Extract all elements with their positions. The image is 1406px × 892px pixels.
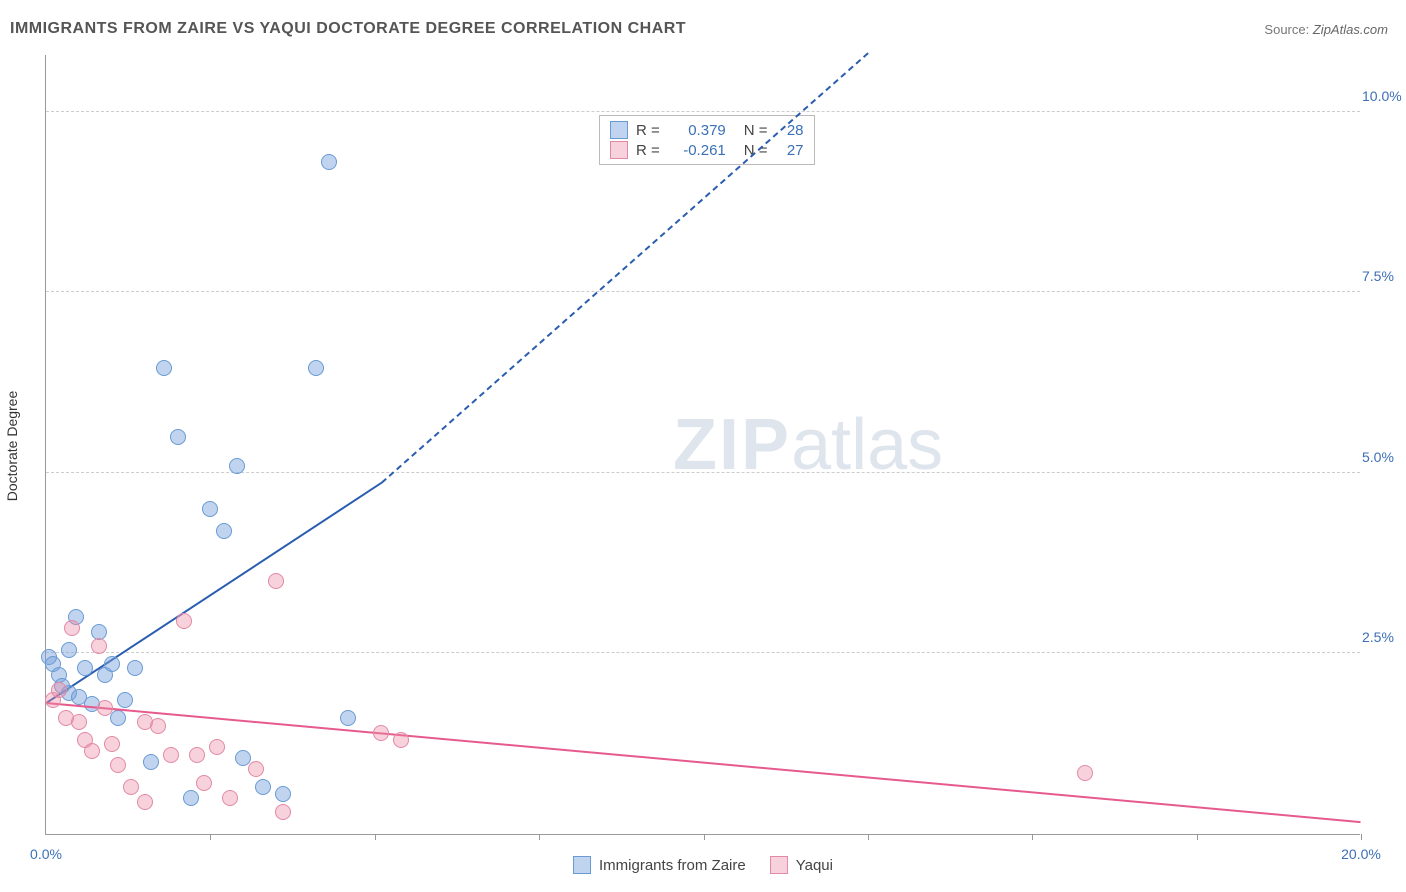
- data-point: [229, 458, 245, 474]
- data-point: [104, 656, 120, 672]
- data-point: [248, 761, 264, 777]
- chart-container: IMMIGRANTS FROM ZAIRE VS YAQUI DOCTORATE…: [0, 0, 1406, 892]
- x-tick: [375, 834, 376, 840]
- x-tick-minor: [868, 834, 869, 840]
- stat-n-label: N =: [744, 122, 768, 139]
- data-point: [275, 804, 291, 820]
- data-point: [150, 718, 166, 734]
- x-tick-label: 0.0%: [30, 846, 62, 862]
- data-point: [137, 794, 153, 810]
- data-point: [77, 660, 93, 676]
- legend-item: Immigrants from Zaire: [573, 856, 746, 874]
- x-tick-label: 20.0%: [1341, 846, 1381, 862]
- data-point: [216, 523, 232, 539]
- chart-title: IMMIGRANTS FROM ZAIRE VS YAQUI DOCTORATE…: [10, 20, 686, 38]
- data-point: [222, 790, 238, 806]
- data-point: [110, 757, 126, 773]
- data-point: [84, 743, 100, 759]
- y-tick-label: 7.5%: [1362, 268, 1406, 284]
- data-point: [97, 700, 113, 716]
- y-axis-label: Doctorate Degree: [4, 391, 20, 502]
- data-point: [1077, 765, 1093, 781]
- data-point: [308, 360, 324, 376]
- y-tick-label: 2.5%: [1362, 629, 1406, 645]
- x-tick-minor: [210, 834, 211, 840]
- data-point: [91, 638, 107, 654]
- data-point: [127, 660, 143, 676]
- legend-swatch: [610, 121, 628, 139]
- legend-label: Yaqui: [796, 857, 833, 874]
- y-tick-label: 5.0%: [1362, 449, 1406, 465]
- gridline: [46, 291, 1360, 292]
- stat-r-value: 0.379: [668, 122, 726, 139]
- data-point: [176, 613, 192, 629]
- data-point: [156, 360, 172, 376]
- data-point: [275, 786, 291, 802]
- legend-label: Immigrants from Zaire: [599, 857, 746, 874]
- x-tick: [1032, 834, 1033, 840]
- data-point: [183, 790, 199, 806]
- data-point: [61, 642, 77, 658]
- y-tick-label: 10.0%: [1362, 88, 1406, 104]
- data-point: [196, 775, 212, 791]
- stat-n-value: 27: [776, 142, 804, 159]
- data-point: [170, 429, 186, 445]
- data-point: [189, 747, 205, 763]
- stats-legend-row: R =-0.261N =27: [610, 140, 804, 160]
- legend-swatch: [770, 856, 788, 874]
- stat-r-label: R =: [636, 142, 660, 159]
- source-attribution: Source: ZipAtlas.com: [1264, 22, 1388, 37]
- gridline: [46, 652, 1360, 653]
- data-point: [123, 779, 139, 795]
- x-tick-minor: [539, 834, 540, 840]
- x-tick-minor: [1197, 834, 1198, 840]
- source-label: Source:: [1264, 22, 1309, 37]
- stat-r-label: R =: [636, 122, 660, 139]
- data-point: [209, 739, 225, 755]
- data-point: [104, 736, 120, 752]
- legend-swatch: [573, 856, 591, 874]
- watermark: ZIPatlas: [673, 404, 943, 486]
- data-point: [110, 710, 126, 726]
- data-point: [143, 754, 159, 770]
- data-point: [163, 747, 179, 763]
- x-tick-minor: [704, 834, 705, 840]
- data-point: [268, 573, 284, 589]
- gridline: [46, 472, 1360, 473]
- legend-swatch: [610, 141, 628, 159]
- plot-area: ZIPatlas R =0.379N =28R =-0.261N =27 2.5…: [45, 55, 1360, 835]
- data-point: [393, 732, 409, 748]
- data-point: [373, 725, 389, 741]
- data-point: [340, 710, 356, 726]
- data-point: [51, 682, 67, 698]
- data-point: [117, 692, 133, 708]
- series-legend: Immigrants from Zaire Yaqui: [573, 856, 833, 874]
- data-point: [64, 620, 80, 636]
- data-point: [321, 154, 337, 170]
- data-point: [71, 714, 87, 730]
- gridline: [46, 111, 1360, 112]
- stat-r-value: -0.261: [668, 142, 726, 159]
- data-point: [255, 779, 271, 795]
- stats-legend: R =0.379N =28R =-0.261N =27: [599, 115, 815, 165]
- x-tick: [1361, 834, 1362, 840]
- data-point: [202, 501, 218, 517]
- legend-item: Yaqui: [770, 856, 833, 874]
- source-value: ZipAtlas.com: [1313, 22, 1388, 37]
